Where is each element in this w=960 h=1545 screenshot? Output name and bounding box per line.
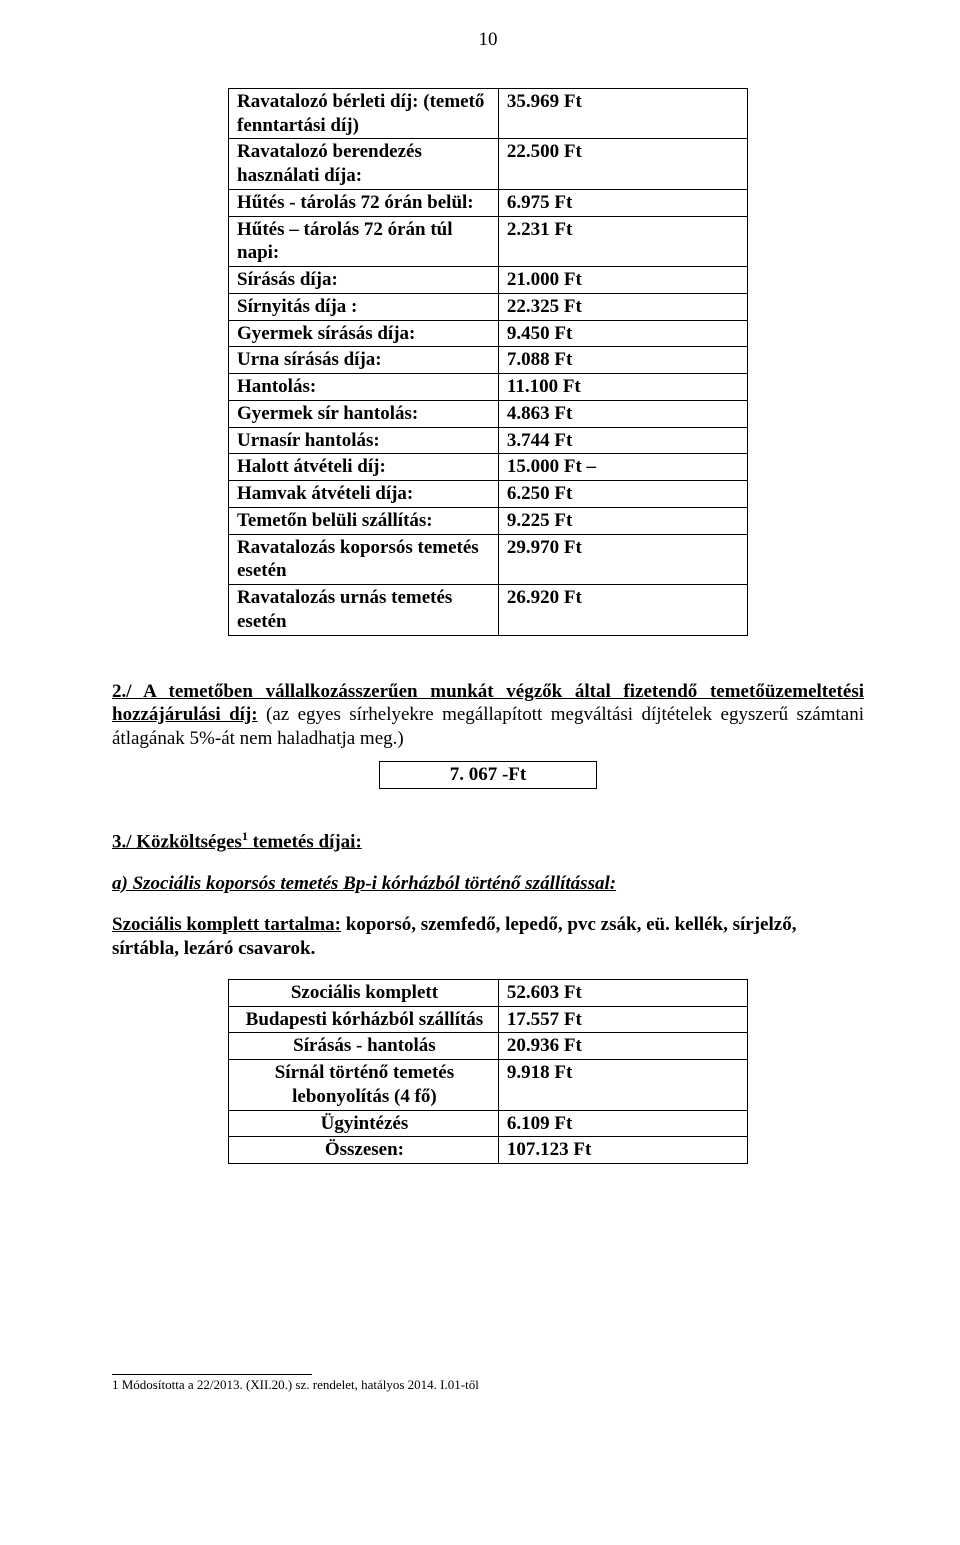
social-label: Összesen:	[229, 1137, 499, 1164]
fee-label: Urnasír hantolás:	[229, 427, 499, 454]
social-table: Szociális komplett52.603 FtBudapesti kór…	[228, 979, 748, 1164]
fee-label: Gyermek sír hantolás:	[229, 400, 499, 427]
contribution-fee-value: 7. 067 -Ft	[379, 761, 597, 788]
fee-label: Hamvak átvételi díja:	[229, 481, 499, 508]
fee-value: 35.969 Ft	[498, 88, 747, 139]
fee-label: Temetőn belüli szállítás:	[229, 507, 499, 534]
table-row: Ravatalozás koporsós temetés esetén29.97…	[229, 534, 748, 585]
social-label: Ügyintézés	[229, 1110, 499, 1137]
table-row: Sírásás - hantolás20.936 Ft	[229, 1033, 748, 1060]
fee-value: 22.325 Ft	[498, 293, 747, 320]
fee-label: Ravatalozó bérleti díj: (temető fenntart…	[229, 88, 499, 139]
contribution-fee-box: 7. 067 -Ft	[379, 761, 598, 789]
table-row: Halott átvételi díj:15.000 Ft –	[229, 454, 748, 481]
social-label: Sírnál történő temetés lebonyolítás (4 f…	[229, 1060, 499, 1111]
fee-label: Hűtés - tárolás 72 órán belül:	[229, 189, 499, 216]
fee-value: 6.975 Ft	[498, 189, 747, 216]
document-page: 10 Ravatalozó bérleti díj: (temető fennt…	[0, 0, 960, 1433]
social-label: Budapesti kórházból szállítás	[229, 1006, 499, 1033]
fee-value: 6.250 Ft	[498, 481, 747, 508]
table-row: Ravatalozó berendezés használati díja:22…	[229, 139, 748, 190]
fee-label: Hantolás:	[229, 374, 499, 401]
fee-value: 26.920 Ft	[498, 585, 747, 636]
fee-value: 9.225 Ft	[498, 507, 747, 534]
fee-value: 7.088 Ft	[498, 347, 747, 374]
fee-value: 11.100 Ft	[498, 374, 747, 401]
fee-label: Urna sírásás díja:	[229, 347, 499, 374]
footnote: 1 Módosította a 22/2013. (XII.20.) sz. r…	[112, 1377, 864, 1393]
footnote-text: Módosította a 22/2013. (XII.20.) sz. ren…	[119, 1377, 479, 1392]
fee-value: 15.000 Ft –	[498, 454, 747, 481]
table-row: Ravatalozás urnás temetés esetén26.920 F…	[229, 585, 748, 636]
fee-label: Hűtés – tárolás 72 órán túl napi:	[229, 216, 499, 267]
section-3a-subheading: a) Szociális koporsós temetés Bp-i kórhá…	[112, 872, 864, 896]
social-label: Sírásás - hantolás	[229, 1033, 499, 1060]
social-value: 20.936 Ft	[498, 1033, 747, 1060]
fee-label: Sírnyitás díja :	[229, 293, 499, 320]
fee-value: 4.863 Ft	[498, 400, 747, 427]
table-row: Hantolás:11.100 Ft	[229, 374, 748, 401]
table-row: Urna sírásás díja:7.088 Ft	[229, 347, 748, 374]
section-2-paragraph: 2./ A temetőben vállalkozásszerűen munká…	[112, 680, 864, 751]
fee-value: 22.500 Ft	[498, 139, 747, 190]
table-row: Temetőn belüli szállítás:9.225 Ft	[229, 507, 748, 534]
table-row: Sírásás díja:21.000 Ft	[229, 267, 748, 294]
table-row: Urnasír hantolás:3.744 Ft	[229, 427, 748, 454]
table-row: Ügyintézés6.109 Ft	[229, 1110, 748, 1137]
fee-value: 3.744 Ft	[498, 427, 747, 454]
social-value: 17.557 Ft	[498, 1006, 747, 1033]
page-number: 10	[112, 28, 864, 52]
section-3-heading-prefix: 3./ Közköltséges	[112, 831, 242, 852]
table-row: Sírnyitás díja :22.325 Ft	[229, 293, 748, 320]
table-row: Gyermek sírásás díja:9.450 Ft	[229, 320, 748, 347]
footnote-rule	[112, 1374, 312, 1375]
social-value: 6.109 Ft	[498, 1110, 747, 1137]
table-row: Budapesti kórházból szállítás17.557 Ft	[229, 1006, 748, 1033]
social-value: 9.918 Ft	[498, 1060, 747, 1111]
table-row: Ravatalozó bérleti díj: (temető fenntart…	[229, 88, 748, 139]
fee-label: Ravatalozás urnás temetés esetén	[229, 585, 499, 636]
section-3-heading-suffix: temetés díjai:	[248, 831, 362, 852]
fee-label: Ravatalozás koporsós temetés esetén	[229, 534, 499, 585]
social-value: 107.123 Ft	[498, 1137, 747, 1164]
table-row: Összesen:107.123 Ft	[229, 1137, 748, 1164]
social-content-line: Szociális komplett tartalma: koporsó, sz…	[112, 913, 864, 961]
fee-label: Ravatalozó berendezés használati díja:	[229, 139, 499, 190]
table-row: Hűtés – tárolás 72 órán túl napi:2.231 F…	[229, 216, 748, 267]
fee-label: Gyermek sírásás díja:	[229, 320, 499, 347]
fee-value: 21.000 Ft	[498, 267, 747, 294]
fee-label: Halott átvételi díj:	[229, 454, 499, 481]
section-3-heading: 3./ Közköltséges1 temetés díjai:	[112, 829, 864, 854]
fee-value: 29.970 Ft	[498, 534, 747, 585]
social-label: Szociális komplett	[229, 979, 499, 1006]
social-value: 52.603 Ft	[498, 979, 747, 1006]
table-row: Hűtés - tárolás 72 órán belül:6.975 Ft	[229, 189, 748, 216]
table-row: Gyermek sír hantolás:4.863 Ft	[229, 400, 748, 427]
table-row: Hamvak átvételi díja:6.250 Ft	[229, 481, 748, 508]
fee-value: 9.450 Ft	[498, 320, 747, 347]
fees-table: Ravatalozó bérleti díj: (temető fenntart…	[228, 88, 748, 636]
fee-value: 2.231 Ft	[498, 216, 747, 267]
social-content-underline: Szociális komplett tartalma:	[112, 914, 341, 935]
table-row: Szociális komplett52.603 Ft	[229, 979, 748, 1006]
table-row: Sírnál történő temetés lebonyolítás (4 f…	[229, 1060, 748, 1111]
fee-label: Sírásás díja:	[229, 267, 499, 294]
